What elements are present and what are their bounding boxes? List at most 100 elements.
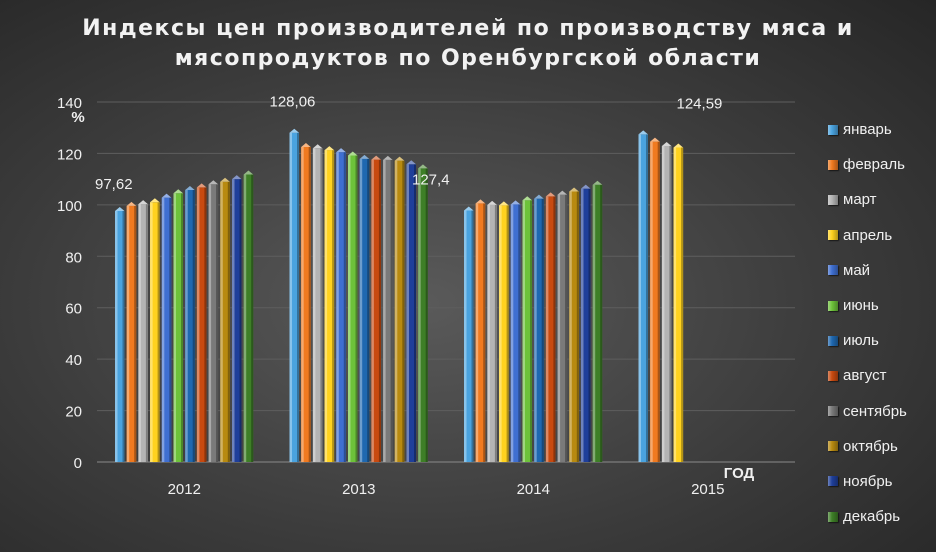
bar-highlight [418, 168, 421, 463]
bar-highlight [592, 184, 596, 463]
legend-label: январь [843, 121, 892, 139]
bar-top [510, 200, 521, 205]
legend-label: февраль [843, 156, 905, 174]
bar-highlight [569, 191, 572, 462]
bar-shadow [181, 193, 183, 463]
bar-highlight [510, 204, 514, 463]
bar-shadow [216, 184, 219, 463]
legend-label: март [843, 191, 877, 209]
legend-item: декабрь [828, 499, 932, 534]
bar [557, 194, 568, 463]
legend-swatch [828, 441, 838, 452]
bar-top [418, 164, 428, 169]
bar-shadow [565, 194, 568, 463]
bar-highlight [324, 150, 328, 463]
bar [359, 158, 370, 463]
bar-highlight [301, 147, 304, 462]
bar-highlight [312, 148, 316, 463]
legend-label: ноябрь [843, 472, 893, 490]
bar [673, 147, 684, 462]
bar-top [301, 143, 311, 147]
y-axis-label: % [71, 109, 84, 126]
y-tick-label: 80 [65, 249, 82, 266]
bar [661, 145, 672, 462]
legend-label: август [843, 367, 887, 385]
bar-shadow [414, 164, 416, 462]
legend-swatch [828, 159, 838, 170]
bar [522, 200, 532, 462]
bar-highlight [545, 196, 549, 462]
bar [196, 187, 207, 462]
bar-shadow [251, 174, 254, 462]
legend-label: июль [843, 332, 879, 350]
bar-top [115, 206, 125, 211]
x-tick-label: 2013 [342, 481, 375, 498]
legend-item: август [828, 358, 932, 393]
chart-title-line-2: мясопродуктов по Оренбургской области [174, 46, 762, 71]
y-tick-label: 20 [65, 404, 82, 421]
bar-highlight [126, 205, 130, 462]
bar-highlight [161, 197, 165, 462]
legend-label: апрель [843, 226, 893, 244]
bar-top [371, 155, 381, 160]
bar-highlight [394, 160, 398, 462]
bar-shadow [506, 205, 509, 462]
bar-highlight [336, 152, 339, 462]
bar-highlight [522, 200, 525, 462]
bar-top [161, 193, 172, 198]
bar-highlight [196, 187, 200, 462]
bar [161, 197, 172, 462]
bar-shadow [390, 159, 393, 462]
bar [475, 203, 486, 463]
bar-top [581, 184, 591, 189]
bar-highlight [464, 210, 467, 462]
bar [232, 179, 242, 462]
bar [312, 148, 323, 463]
bar-top [534, 194, 544, 199]
bar [208, 184, 219, 463]
bar-highlight [289, 132, 292, 462]
bar-highlight [115, 210, 118, 462]
x-tick-label: 2015 [691, 481, 724, 498]
bar-top [173, 189, 183, 194]
bar-highlight [220, 181, 223, 462]
bar-highlight [581, 188, 584, 462]
bar-top [383, 155, 393, 160]
bar-highlight [232, 179, 235, 462]
y-tick-label: 60 [65, 301, 82, 318]
bar [487, 204, 497, 462]
bar [243, 174, 254, 462]
bar-top [464, 206, 474, 211]
bar-top [138, 200, 148, 205]
bar-top [232, 175, 242, 180]
legend-item: октябрь [828, 429, 932, 464]
bar-shadow [239, 179, 242, 462]
bar-highlight [650, 141, 653, 462]
bar-shadow [425, 168, 428, 463]
bar-top [673, 143, 684, 148]
legend-swatch [828, 370, 838, 381]
bar-shadow [530, 200, 532, 462]
y-tick-label: 120 [57, 146, 82, 163]
bar-highlight [661, 145, 665, 462]
bar [371, 159, 381, 462]
bar-shadow [169, 197, 172, 462]
legend-item: март [828, 182, 932, 217]
legend-swatch [828, 476, 838, 487]
bar [592, 184, 603, 463]
legend-label: июнь [843, 297, 879, 315]
legend-label: сентябрь [843, 402, 907, 420]
bar-top [557, 190, 568, 195]
y-tick-label: 0 [74, 455, 82, 472]
bar [406, 164, 416, 462]
bar-shadow [320, 148, 323, 463]
data-label: 97,62 [95, 176, 133, 193]
bar-top [499, 201, 509, 206]
bar-highlight [638, 134, 641, 462]
legend-item: январь [828, 112, 932, 147]
bar-shadow [657, 141, 660, 462]
bar-shadow [541, 198, 544, 462]
legend-swatch [828, 230, 838, 241]
bar-top [661, 141, 672, 146]
bar [581, 188, 591, 462]
